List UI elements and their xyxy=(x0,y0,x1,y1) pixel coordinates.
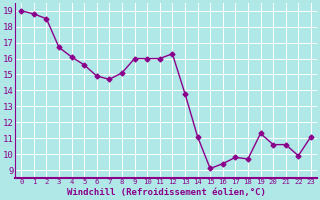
X-axis label: Windchill (Refroidissement éolien,°C): Windchill (Refroidissement éolien,°C) xyxy=(67,188,266,197)
